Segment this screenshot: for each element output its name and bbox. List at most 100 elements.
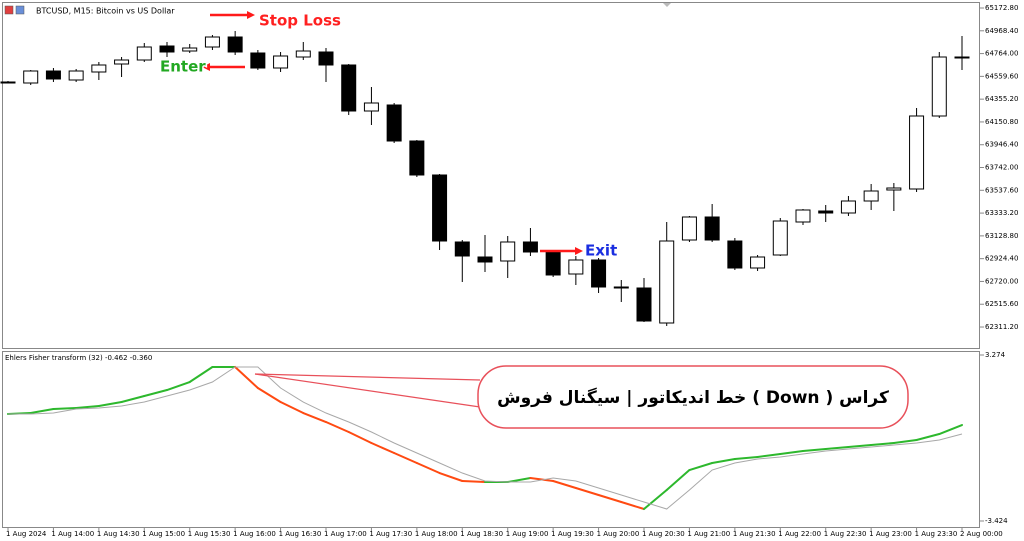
candle-body	[931, 56, 947, 117]
fisher-segment	[779, 450, 804, 456]
candle-body	[409, 140, 425, 176]
scroll-marker	[663, 3, 671, 7]
candle-body	[204, 36, 220, 48]
fisher-segment	[506, 477, 532, 484]
x-tick-label: 1 Aug 14:30	[97, 530, 140, 538]
candle-body	[159, 45, 175, 53]
fisher-segment	[915, 433, 941, 442]
fisher-segment	[643, 489, 668, 511]
fisher-segment	[574, 487, 600, 497]
fisher-segment	[166, 381, 191, 392]
candle-body	[45, 70, 61, 80]
fisher-segment	[393, 452, 418, 465]
x-tick-label: 1 Aug 21:30	[733, 530, 776, 538]
candle-body	[250, 52, 266, 69]
y-tick-label: 63742.00	[985, 164, 1018, 172]
y-tick-label: 64764.00	[985, 50, 1018, 58]
fisher-segment	[29, 408, 55, 415]
candle-body	[591, 259, 607, 288]
y-tick-label: 62515.60	[985, 300, 1018, 308]
candle-body	[477, 256, 493, 263]
x-tick-label: 2 Aug 00:00	[960, 530, 1003, 538]
y-tick-label: 63946.40	[985, 141, 1018, 149]
fisher-segment	[143, 389, 168, 398]
fisher-segment	[347, 431, 373, 445]
x-tick-label: 1 Aug 23:00	[869, 530, 912, 538]
candle-body	[23, 70, 39, 84]
annotation: Enter	[160, 58, 206, 76]
fisher-segment	[733, 456, 759, 461]
candle-body	[114, 59, 130, 65]
x-tick-label: 1 Aug 17:00	[324, 530, 367, 538]
chart-header: BTCUSD, M15: Bitcoin vs US Dollar	[36, 7, 175, 16]
candle-body	[636, 287, 652, 322]
fisher-segment	[52, 407, 78, 411]
y-tick-label: 62720.00	[985, 277, 1018, 285]
fisher-segment	[438, 472, 464, 483]
x-tick-label: 1 Aug 2024	[6, 530, 47, 538]
candle-body	[659, 240, 675, 324]
y-tick-label: 64355.20	[985, 95, 1018, 103]
candle-body	[295, 50, 311, 58]
candle-body	[91, 64, 107, 73]
fisher-segment	[234, 365, 259, 390]
candle-body	[704, 216, 720, 241]
x-tick-label: 1 Aug 19:30	[551, 530, 594, 538]
candle-body	[681, 216, 697, 241]
fisher-segment	[620, 501, 645, 511]
candle-body	[863, 190, 879, 202]
fisher-segment	[256, 387, 282, 404]
fisher-segment	[892, 439, 918, 445]
callout-pointer	[254, 373, 481, 408]
candle-body	[386, 104, 402, 142]
candle-body	[727, 240, 743, 269]
fisher-segment	[870, 442, 895, 447]
fisher-segment	[688, 462, 714, 472]
candle-body	[0, 81, 16, 84]
y-tick-label: 64559.60	[985, 72, 1018, 80]
fisher-segment	[665, 469, 691, 492]
x-tick-label: 1 Aug 14:00	[51, 530, 94, 538]
candle-body	[500, 241, 516, 262]
fisher-segment	[824, 445, 850, 451]
indicator-title: Ehlers Fisher transform (32) -0.462 -0.3…	[5, 354, 152, 362]
symbol-icon	[15, 5, 25, 15]
x-tick-label: 1 Aug 20:00	[597, 530, 640, 538]
candle-body	[182, 47, 198, 52]
x-tick-label: 1 Aug 15:00	[142, 530, 185, 538]
fisher-segment	[552, 480, 577, 490]
candle-body	[840, 200, 856, 214]
candle-body	[909, 115, 925, 190]
candle-body	[545, 251, 561, 276]
y-tick-label: 62924.40	[985, 255, 1018, 263]
candle-body	[363, 102, 379, 112]
candle-body	[613, 286, 629, 289]
candle-body	[273, 55, 289, 69]
signal-line	[8, 366, 963, 510]
candle-body	[227, 36, 243, 53]
indicator-panel	[2, 351, 980, 528]
candle-body	[886, 187, 902, 191]
fisher-segment	[461, 480, 486, 484]
x-tick-label: 1 Aug 20:30	[642, 530, 685, 538]
arrow-head	[575, 247, 583, 255]
y-tick-label: 63537.60	[985, 186, 1018, 194]
callout-text: کراس ( Down ) خط اندیکاتور | سیگنال فروش	[497, 387, 889, 408]
fisher-segment	[97, 401, 123, 408]
candle-body	[568, 259, 584, 275]
symbol-icon	[4, 5, 14, 15]
fisher-segment	[756, 453, 782, 459]
callout-box	[477, 365, 909, 429]
fisher-segment	[75, 405, 100, 410]
candle-body	[341, 64, 357, 112]
candle-body	[454, 241, 470, 257]
fisher-segment	[529, 477, 555, 483]
arrow-head	[247, 11, 255, 19]
x-tick-label: 1 Aug 16:30	[279, 530, 322, 538]
y-tick-label: 63128.80	[985, 232, 1018, 240]
callout-pointer	[254, 373, 481, 381]
candle-body	[750, 256, 766, 269]
annotation: Exit	[585, 242, 617, 260]
annotation: Stop Loss	[259, 12, 341, 30]
